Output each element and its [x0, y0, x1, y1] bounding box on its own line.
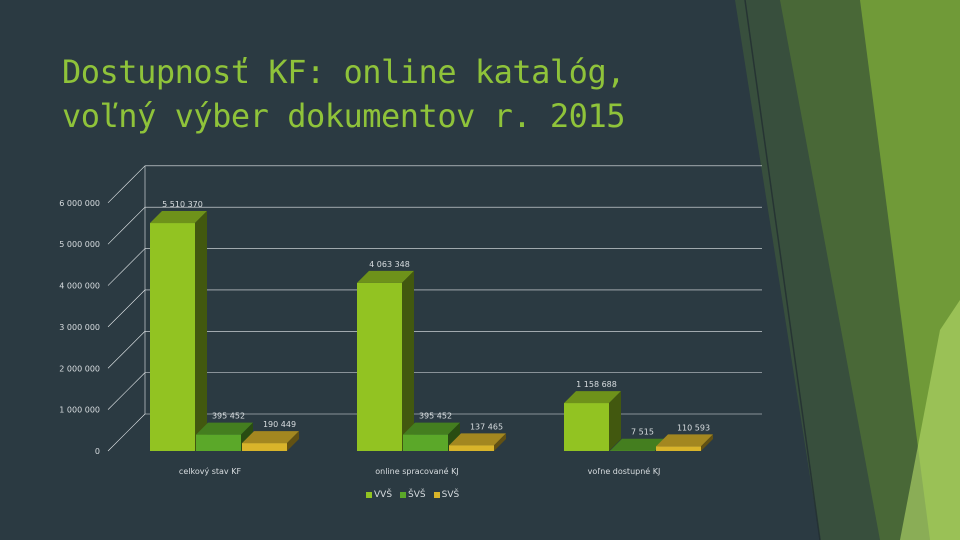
- gridline-diagonal: [107, 248, 146, 286]
- legend-swatch-svs-yellow: [433, 492, 440, 498]
- bar-svs-yellow: [656, 446, 701, 451]
- y-tick-label: 1 000 000: [59, 406, 100, 415]
- bar-top: [242, 431, 299, 444]
- bar-side: [609, 391, 621, 451]
- gridline-diagonal: [107, 372, 146, 410]
- legend-swatch-svs-green: [400, 492, 407, 498]
- legend-item-vvs: VVŠ: [366, 490, 392, 500]
- bar-top: [656, 434, 713, 447]
- gridline-diagonal: [107, 413, 146, 452]
- legend-label-svs-yellow: SVŠ: [441, 490, 460, 500]
- bar-svs-green: [403, 434, 448, 451]
- bar-side: [402, 270, 414, 451]
- bar-top: [196, 422, 253, 435]
- legend-label-vvs: VVŠ: [374, 490, 393, 500]
- bar-top: [564, 391, 621, 404]
- bar-value-label: 137 465: [470, 422, 503, 431]
- y-tick-label: 3 000 000: [59, 323, 100, 332]
- y-tick-label: 5 000 000: [59, 240, 100, 249]
- bar-value-label: 4 063 348: [369, 260, 410, 269]
- y-tick-label: 4 000 000: [59, 282, 100, 291]
- legend-item-svs-green: ŠVŠ: [400, 490, 426, 500]
- legend-item-svs-yellow: SVŠ: [433, 490, 460, 500]
- y-axis-labels: 0 1 000 000 2 000 000 3 000 000 4 000 000 5 0…: [59, 199, 100, 456]
- bar-side: [287, 431, 299, 451]
- bar-top: [449, 433, 506, 446]
- bar-value-label: 395 452: [212, 412, 245, 421]
- bar-top: [150, 211, 207, 224]
- category-label: celkový stav KF: [179, 467, 242, 476]
- y-tick-label: 0: [95, 447, 100, 456]
- legend-swatch-vvs: [366, 492, 372, 498]
- bar-value-label: 110 593: [677, 423, 710, 432]
- bar-svs-yellow: [449, 445, 494, 451]
- category-label: voľne dostupné KJ: [588, 466, 661, 476]
- bar-vvs: [564, 403, 609, 451]
- bar-value-label: 190 449: [263, 420, 296, 429]
- bar-side: [494, 433, 506, 451]
- bar-value-label: 5 510 370: [162, 200, 203, 209]
- bar-vvs: [150, 223, 195, 451]
- bar-side: [195, 211, 207, 451]
- chart-bars: 5 510 370 395 452 190 449 4 063 348 395 452 1…: [150, 200, 713, 451]
- bar-vvs: [357, 282, 402, 451]
- bar-value-label: 1 158 688: [576, 380, 617, 389]
- bar-svs-yellow: [242, 443, 287, 451]
- bar-top: [610, 438, 667, 451]
- x-axis-labels: celkový stav KF online spracované KJ voľne…: [179, 466, 660, 476]
- bar-value-label: 395 452: [419, 412, 452, 421]
- slide-title: Dostupnosť KF: online katalóg, voľný výb…: [62, 53, 625, 135]
- bar-value-label: 7 515: [631, 428, 654, 437]
- bar-side: [701, 434, 713, 451]
- y-tick-label: 2 000 000: [59, 364, 100, 373]
- gridline-diagonal: [107, 165, 146, 204]
- gridline-diagonal: [107, 331, 146, 369]
- legend-label-svs-green: ŠVŠ: [408, 490, 426, 500]
- bar-top: [357, 270, 414, 283]
- y-tick-label: 6 000 000: [59, 199, 100, 208]
- gridline-diagonal: [107, 206, 146, 245]
- gridline-diagonal: [107, 289, 146, 328]
- bar-svs-green: [196, 434, 241, 451]
- bar-top: [403, 422, 460, 435]
- chart-legend: VVŠ ŠVŠ SVŠ: [366, 490, 459, 500]
- category-label: online spracované KJ: [375, 466, 458, 476]
- chart-grid: [107, 165, 762, 452]
